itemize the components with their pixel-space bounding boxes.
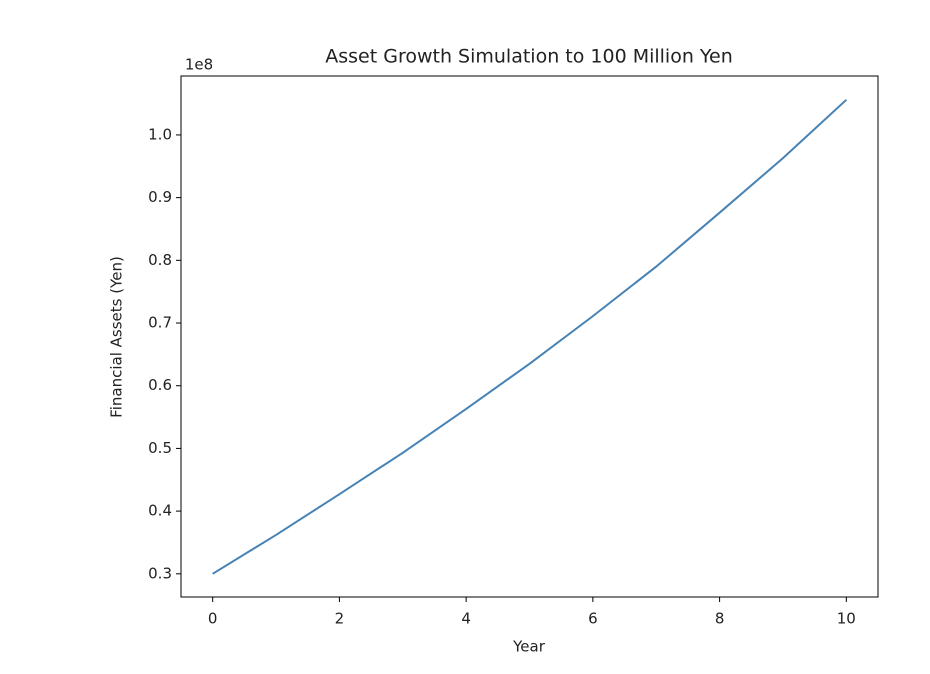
y-tick-label: 0.6: [148, 376, 172, 394]
y-tick-label: 1.0: [148, 125, 172, 143]
chart-title: Asset Growth Simulation to 100 Million Y…: [325, 46, 732, 68]
y-tick-label: 0.4: [148, 502, 172, 520]
y-tick-label: 0.3: [148, 564, 172, 582]
x-tick-label: 10: [837, 610, 856, 628]
y-tick-label: 0.9: [148, 188, 172, 206]
line: [212, 99, 847, 575]
x-tick-label: 2: [335, 610, 345, 628]
x-axis-label: Year: [512, 638, 546, 656]
x-tick-label: 4: [461, 610, 471, 628]
y-axis-label: Financial Assets (Yen): [108, 256, 126, 418]
y-tick-label: 0.5: [148, 439, 172, 457]
x-tick-label: 0: [208, 610, 218, 628]
y-offset-label: 1e8: [185, 56, 213, 74]
y-tick-label: 0.7: [148, 314, 172, 332]
x-tick-label: 8: [715, 610, 725, 628]
x-tick-label: 6: [588, 610, 598, 628]
y-tick-label: 0.8: [148, 251, 172, 269]
plot-frame: [180, 75, 879, 598]
